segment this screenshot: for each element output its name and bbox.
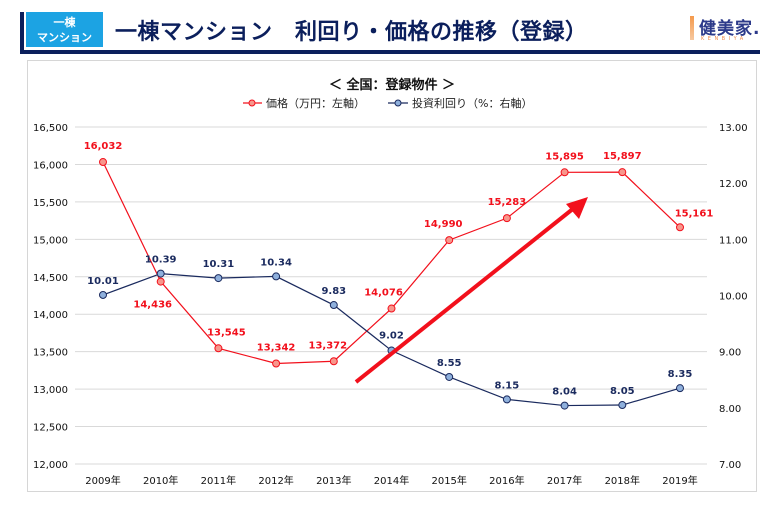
chart-frame [27, 60, 757, 492]
x-axis-tick: 2016年 [489, 474, 524, 487]
right-axis-tick: 8.00 [719, 404, 741, 415]
yield-point [676, 384, 684, 393]
yield-data-label: 10.34 [260, 257, 292, 268]
header-underline [20, 50, 760, 54]
price-point [99, 158, 107, 167]
left-axis-tick: 15,000 [33, 235, 68, 246]
yield-point [329, 301, 338, 310]
yield-data-label: 8.05 [610, 386, 635, 397]
page-header: 一棟 マンション 一棟マンション 利回り・価格の推移（登録） [20, 12, 760, 54]
yield-data-label: 8.15 [495, 380, 520, 391]
left-axis-tick: 16,000 [33, 160, 68, 171]
x-axis-tick: 2015年 [431, 474, 466, 487]
yield-point [445, 372, 454, 381]
price-data-label: 13,545 [207, 327, 246, 338]
legend: 価格（万円：左軸） 投資利回り（%：右軸） [243, 96, 532, 110]
chart-title: ＜ 全国：登録物件 ＞ [329, 77, 455, 93]
price-data-label: 15,161 [675, 208, 714, 219]
yield-data-label: 10.31 [203, 259, 235, 270]
price-data-label: 16,032 [84, 141, 123, 152]
price-point [676, 223, 684, 232]
badge-line-1: 一棟 [53, 16, 76, 29]
price-data-label: 13,342 [257, 342, 296, 353]
yield-data-label: 9.83 [321, 286, 346, 297]
logo-text: 健美家. [699, 19, 761, 39]
badge-line-2: マンション [37, 31, 92, 44]
yield-point [214, 274, 223, 283]
legend-price-label: 価格（万円：左軸） [266, 96, 365, 110]
price-point [445, 236, 454, 245]
yield-data-label: 8.04 [552, 387, 577, 398]
yield-point [502, 395, 511, 404]
left-axis-tick: 15,500 [33, 198, 68, 209]
left-axis-tick: 12,000 [33, 460, 68, 471]
x-axis-tick: 2012年 [258, 474, 293, 487]
left-axis-tick: 13,500 [33, 348, 68, 359]
left-axis-tick: 12,500 [33, 423, 68, 434]
x-axis-tick: 2013年 [316, 474, 351, 487]
price-data-label: 14,990 [424, 219, 463, 230]
yield-point [618, 401, 627, 410]
yield-point [560, 401, 569, 410]
price-point [618, 168, 627, 177]
price-point [560, 168, 569, 177]
price-data-label: 14,436 [133, 300, 172, 311]
price-point [156, 277, 165, 286]
legend-yield-marker [394, 99, 402, 107]
yield-data-label: 8.35 [668, 369, 693, 380]
x-axis-tick: 2017年 [547, 474, 582, 487]
price-data-label: 15,897 [603, 151, 642, 162]
trend-arrow-shaft [354, 206, 576, 384]
price-data-label: 13,372 [309, 340, 348, 351]
x-axis-tick: 2014年 [374, 474, 409, 487]
logo-subtext: KENBIYA [701, 36, 747, 42]
price-point [502, 214, 511, 223]
logo-accent-bar [690, 16, 694, 40]
yield-point [99, 290, 107, 299]
category-badge: 一棟 マンション [26, 12, 103, 47]
price-point [272, 359, 281, 368]
x-axis-tick: 2019年 [662, 474, 697, 487]
x-axis-tick: 2010年 [143, 474, 178, 487]
header-accent-bar [20, 12, 24, 52]
right-axis-tick: 9.00 [719, 348, 741, 359]
legend-price-marker [248, 99, 256, 107]
yield-data-label: 8.55 [437, 358, 462, 369]
right-axis-tick: 12.00 [719, 179, 748, 190]
legend-yield-label: 投資利回り（%：右軸） [412, 96, 532, 110]
left-axis-tick: 16,500 [33, 123, 68, 134]
x-axis-tick: 2011年 [201, 474, 236, 487]
price-point [387, 304, 396, 313]
yield-data-label: 9.02 [379, 331, 404, 342]
left-axis-tick: 14,500 [33, 273, 68, 284]
yield-data-label: 10.01 [87, 276, 119, 287]
price-data-label: 15,895 [545, 151, 584, 162]
yield-point [156, 269, 165, 278]
price-point [214, 344, 223, 353]
right-axis-tick: 13.00 [719, 123, 748, 134]
page-title: 一棟マンション 利回り・価格の推移（登録） [115, 20, 588, 45]
price-data-label: 14,076 [364, 288, 403, 299]
yield-point [272, 272, 281, 281]
x-axis-tick: 2009年 [85, 474, 120, 487]
left-axis-tick: 14,000 [33, 310, 68, 321]
kenbiya-logo: 健美家. KENBIYA [690, 14, 765, 44]
right-axis-tick: 11.00 [719, 235, 748, 246]
left-axis-tick: 13,000 [33, 385, 68, 396]
price-data-label: 15,283 [488, 197, 527, 208]
yield-data-label: 10.39 [145, 255, 177, 266]
price-point [329, 357, 338, 366]
right-axis-tick: 10.00 [719, 292, 748, 303]
x-axis-tick: 2018年 [605, 474, 640, 487]
trend-arrow-head [566, 197, 588, 219]
right-axis-tick: 7.00 [719, 460, 741, 471]
